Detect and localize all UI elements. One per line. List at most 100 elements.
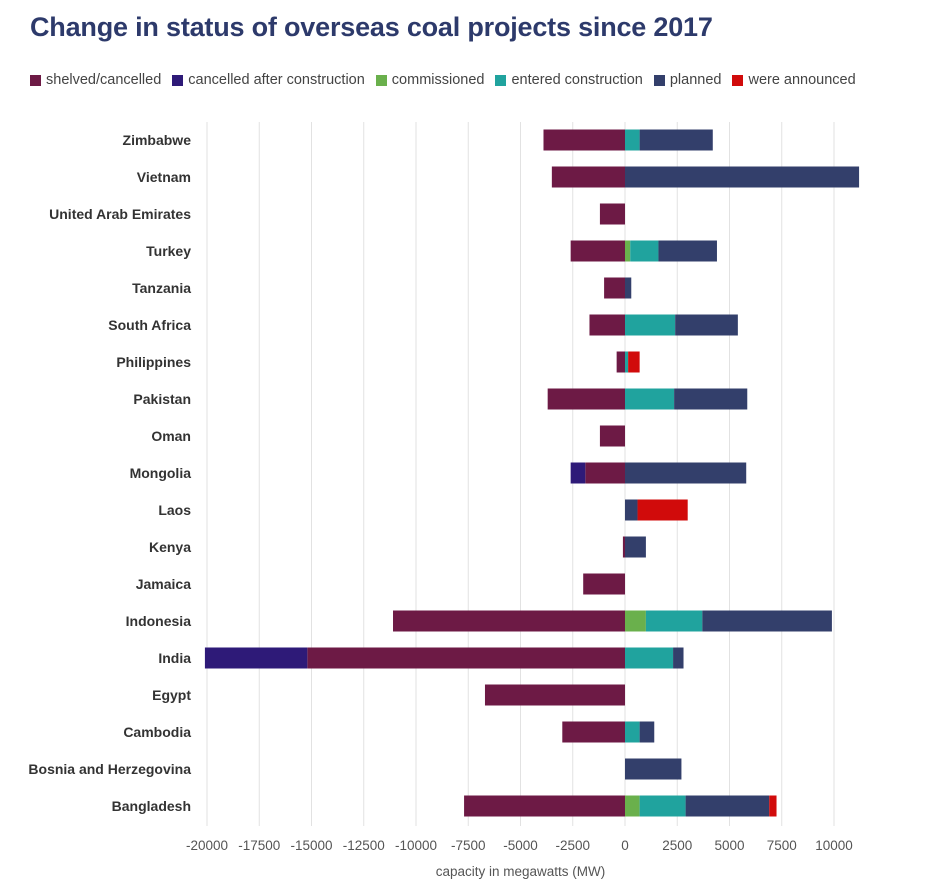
bar-bosnia-and-herzegovina-planned (625, 758, 682, 780)
bar-india-entered-construction (625, 647, 674, 669)
legend-item-cancelled-after-construction: cancelled after construction (172, 72, 365, 88)
category-label-egypt: Egypt (152, 687, 191, 703)
legend-swatch-entered-construction (495, 74, 507, 86)
category-label-south-africa: South Africa (108, 317, 191, 333)
bar-indonesia-planned (702, 610, 832, 632)
bar-cambodia-planned (639, 721, 655, 743)
bar-south-africa-shelved-cancelled (589, 314, 625, 336)
x-tick-label: 2500 (662, 838, 692, 853)
bar-tanzania-planned (625, 277, 632, 299)
bar-bangladesh-entered-construction (639, 795, 686, 817)
category-label-laos: Laos (158, 502, 191, 518)
x-tick-label: -5000 (503, 838, 538, 853)
bar-mongolia-cancelled-after-construction (570, 462, 586, 484)
legend-item-entered-construction: entered construction (495, 72, 643, 88)
legend-swatch-shelved-cancelled (30, 74, 41, 86)
bar-zimbabwe-shelved-cancelled (543, 129, 625, 151)
x-tick-label: 10000 (815, 838, 853, 853)
category-label-indonesia: Indonesia (126, 613, 192, 629)
x-tick-label: -10000 (395, 838, 437, 853)
bar-series (204, 129, 860, 817)
bar-oman-shelved-cancelled (599, 425, 625, 447)
bar-bangladesh-were-announced (769, 795, 777, 817)
chart-legend: shelved/cancelled cancelled after constr… (30, 72, 867, 88)
legend-item-were-announced: were announced (732, 72, 856, 88)
category-label-cambodia: Cambodia (123, 724, 191, 740)
bar-south-africa-entered-construction (625, 314, 676, 336)
bar-indonesia-entered-construction (645, 610, 703, 632)
bar-zimbabwe-planned (639, 129, 713, 151)
legend-label-shelved-cancelled: shelved/cancelled (46, 72, 162, 88)
bar-vietnam-shelved-cancelled (551, 166, 625, 188)
bar-philippines-were-announced (628, 351, 640, 373)
category-label-india: India (158, 650, 191, 666)
bar-pakistan-shelved-cancelled (547, 388, 625, 410)
x-tick-label: -20000 (186, 838, 228, 853)
category-label-mongolia: Mongolia (130, 465, 192, 481)
bar-jamaica-shelved-cancelled (583, 573, 625, 595)
x-tick-label: -12500 (343, 838, 385, 853)
bar-cambodia-shelved-cancelled (562, 721, 625, 743)
bar-bangladesh-shelved-cancelled (464, 795, 625, 817)
x-tick-labels: -20000 -17500 -15000 -12500 -10000 -7500 -5000… (186, 838, 853, 853)
legend-swatch-commissioned (375, 74, 387, 86)
bar-bangladesh-planned (685, 795, 770, 817)
bar-mongolia-planned (625, 462, 747, 484)
bar-mongolia-shelved-cancelled (585, 462, 625, 484)
bar-indonesia-commissioned (625, 610, 646, 632)
bar-laos-were-announced (637, 499, 688, 521)
bar-turkey-commissioned (625, 240, 631, 262)
category-label-zimbabwe: Zimbabwe (123, 132, 192, 148)
legend-swatch-were-announced (732, 74, 744, 86)
category-label-oman: Oman (151, 428, 191, 444)
x-tick-label: 7500 (767, 838, 797, 853)
category-label-bosnia-and-herzegovina: Bosnia and Herzegovina (28, 761, 191, 777)
category-label-tanzania: Tanzania (132, 280, 191, 296)
legend-swatch-cancelled-after-construction (172, 74, 184, 86)
x-axis-title: capacity in megawatts (MW) (436, 864, 606, 879)
bar-pakistan-planned (674, 388, 748, 410)
category-label-turkey: Turkey (146, 243, 191, 259)
legend-item-shelved-cancelled: shelved/cancelled (30, 72, 161, 88)
legend-label-cancelled-after-construction: cancelled after construction (188, 72, 365, 88)
bar-zimbabwe-entered-construction (625, 129, 640, 151)
bar-philippines-shelved-cancelled (616, 351, 625, 373)
legend-item-commissioned: commissioned (375, 72, 485, 88)
x-tick-label: 5000 (714, 838, 744, 853)
bar-india-planned (673, 647, 684, 669)
x-tick-label: 0 (621, 838, 629, 853)
category-label-bangladesh: Bangladesh (112, 798, 191, 814)
category-label-kenya: Kenya (149, 539, 191, 555)
bar-indonesia-shelved-cancelled (393, 610, 625, 632)
category-label-pakistan: Pakistan (133, 391, 191, 407)
bar-laos-planned (625, 499, 638, 521)
bar-egypt-shelved-cancelled (484, 684, 625, 706)
category-label-philippines: Philippines (116, 354, 191, 370)
x-tick-label: -7500 (451, 838, 486, 853)
category-label-united-arab-emirates: United Arab Emirates (49, 206, 191, 222)
bar-turkey-planned (658, 240, 717, 262)
bar-kenya-planned (625, 536, 646, 558)
x-tick-label: -2500 (555, 838, 590, 853)
bar-turkey-entered-construction (630, 240, 659, 262)
bar-pakistan-entered-construction (625, 388, 675, 410)
bar-turkey-shelved-cancelled (570, 240, 625, 262)
bar-cambodia-entered-construction (625, 721, 640, 743)
chart-title: Change in status of overseas coal projec… (30, 12, 713, 42)
legend-label-entered-construction: entered construction (511, 72, 643, 88)
bar-south-africa-planned (675, 314, 738, 336)
bar-bangladesh-commissioned (625, 795, 640, 817)
bar-kenya-shelved-cancelled (622, 536, 625, 558)
x-tick-label: -15000 (290, 838, 332, 853)
bar-vietnam-planned (625, 166, 860, 188)
legend-label-planned: planned (669, 72, 722, 88)
x-tick-label: -17500 (238, 838, 280, 853)
category-label-vietnam: Vietnam (137, 169, 191, 185)
bar-united-arab-emirates-shelved-cancelled (599, 203, 625, 225)
legend-label-commissioned: commissioned (391, 72, 485, 88)
bar-tanzania-shelved-cancelled (604, 277, 625, 299)
bar-india-shelved-cancelled (307, 647, 625, 669)
bar-philippines-entered-construction (625, 351, 629, 373)
category-label-jamaica: Jamaica (136, 576, 191, 592)
